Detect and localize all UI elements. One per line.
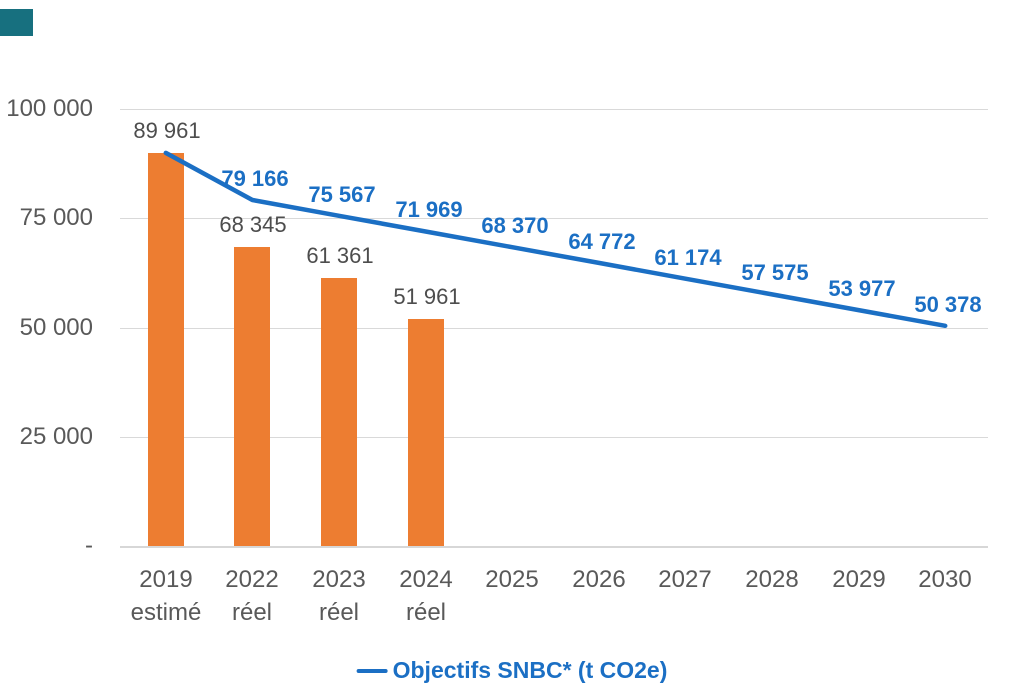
line-data-label: 68 370 <box>481 213 549 238</box>
y-axis-tick: 100 000 <box>6 95 93 122</box>
x-axis-tick: 2023 <box>312 566 366 593</box>
x-axis-tick: réel <box>318 599 360 626</box>
line-data-label: 75 567 <box>308 182 376 207</box>
gridline <box>120 437 988 438</box>
x-axis-tick: réel <box>405 599 447 626</box>
gridline <box>120 109 988 110</box>
y-axis-tick: - <box>85 532 93 559</box>
corner-accent-square <box>0 9 33 36</box>
bar-data-label: 51 961 <box>393 284 461 309</box>
line-data-label: 61 174 <box>654 245 722 270</box>
x-axis-tick: réel <box>231 599 273 626</box>
gridline <box>120 546 988 548</box>
line-data-label: 53 977 <box>828 276 896 301</box>
gridline <box>120 328 988 329</box>
x-axis-tick: 2019 <box>139 566 193 593</box>
line-data-label: 57 575 <box>741 260 809 285</box>
x-axis-tick: 2025 <box>485 566 539 593</box>
bar-data-label: 61 361 <box>306 243 374 268</box>
y-axis-tick: 25 000 <box>19 423 93 450</box>
bar-2023-réel <box>321 278 357 546</box>
legend: Objectifs SNBC* (t CO2e) <box>356 657 668 684</box>
bar-2022-réel <box>234 247 270 546</box>
y-axis-tick: 75 000 <box>19 204 93 231</box>
x-axis-tick: 2030 <box>918 566 972 593</box>
x-axis-tick: 2028 <box>745 566 799 593</box>
line-data-label: 71 969 <box>395 197 463 222</box>
line-data-label: 64 772 <box>568 229 636 254</box>
bar-data-label: 89 961 <box>133 118 201 143</box>
legend-label: Objectifs SNBC* (t CO2e) <box>392 657 668 683</box>
x-axis-tick: 2029 <box>832 566 886 593</box>
legend-line-swatch <box>356 668 388 673</box>
x-axis-tick: 2024 <box>399 566 453 593</box>
bar-2024-réel <box>408 319 444 546</box>
y-axis-tick: 50 000 <box>19 314 93 341</box>
x-axis-tick: estimé <box>130 599 202 626</box>
x-axis-tick: 2022 <box>225 566 279 593</box>
bar-2019-estimé <box>148 153 184 546</box>
bar-data-label: 68 345 <box>219 212 287 237</box>
line-data-label: 79 166 <box>221 166 289 191</box>
line-data-label: 50 378 <box>914 292 982 317</box>
x-axis-tick: 2026 <box>572 566 626 593</box>
x-axis-tick: 2027 <box>658 566 712 593</box>
